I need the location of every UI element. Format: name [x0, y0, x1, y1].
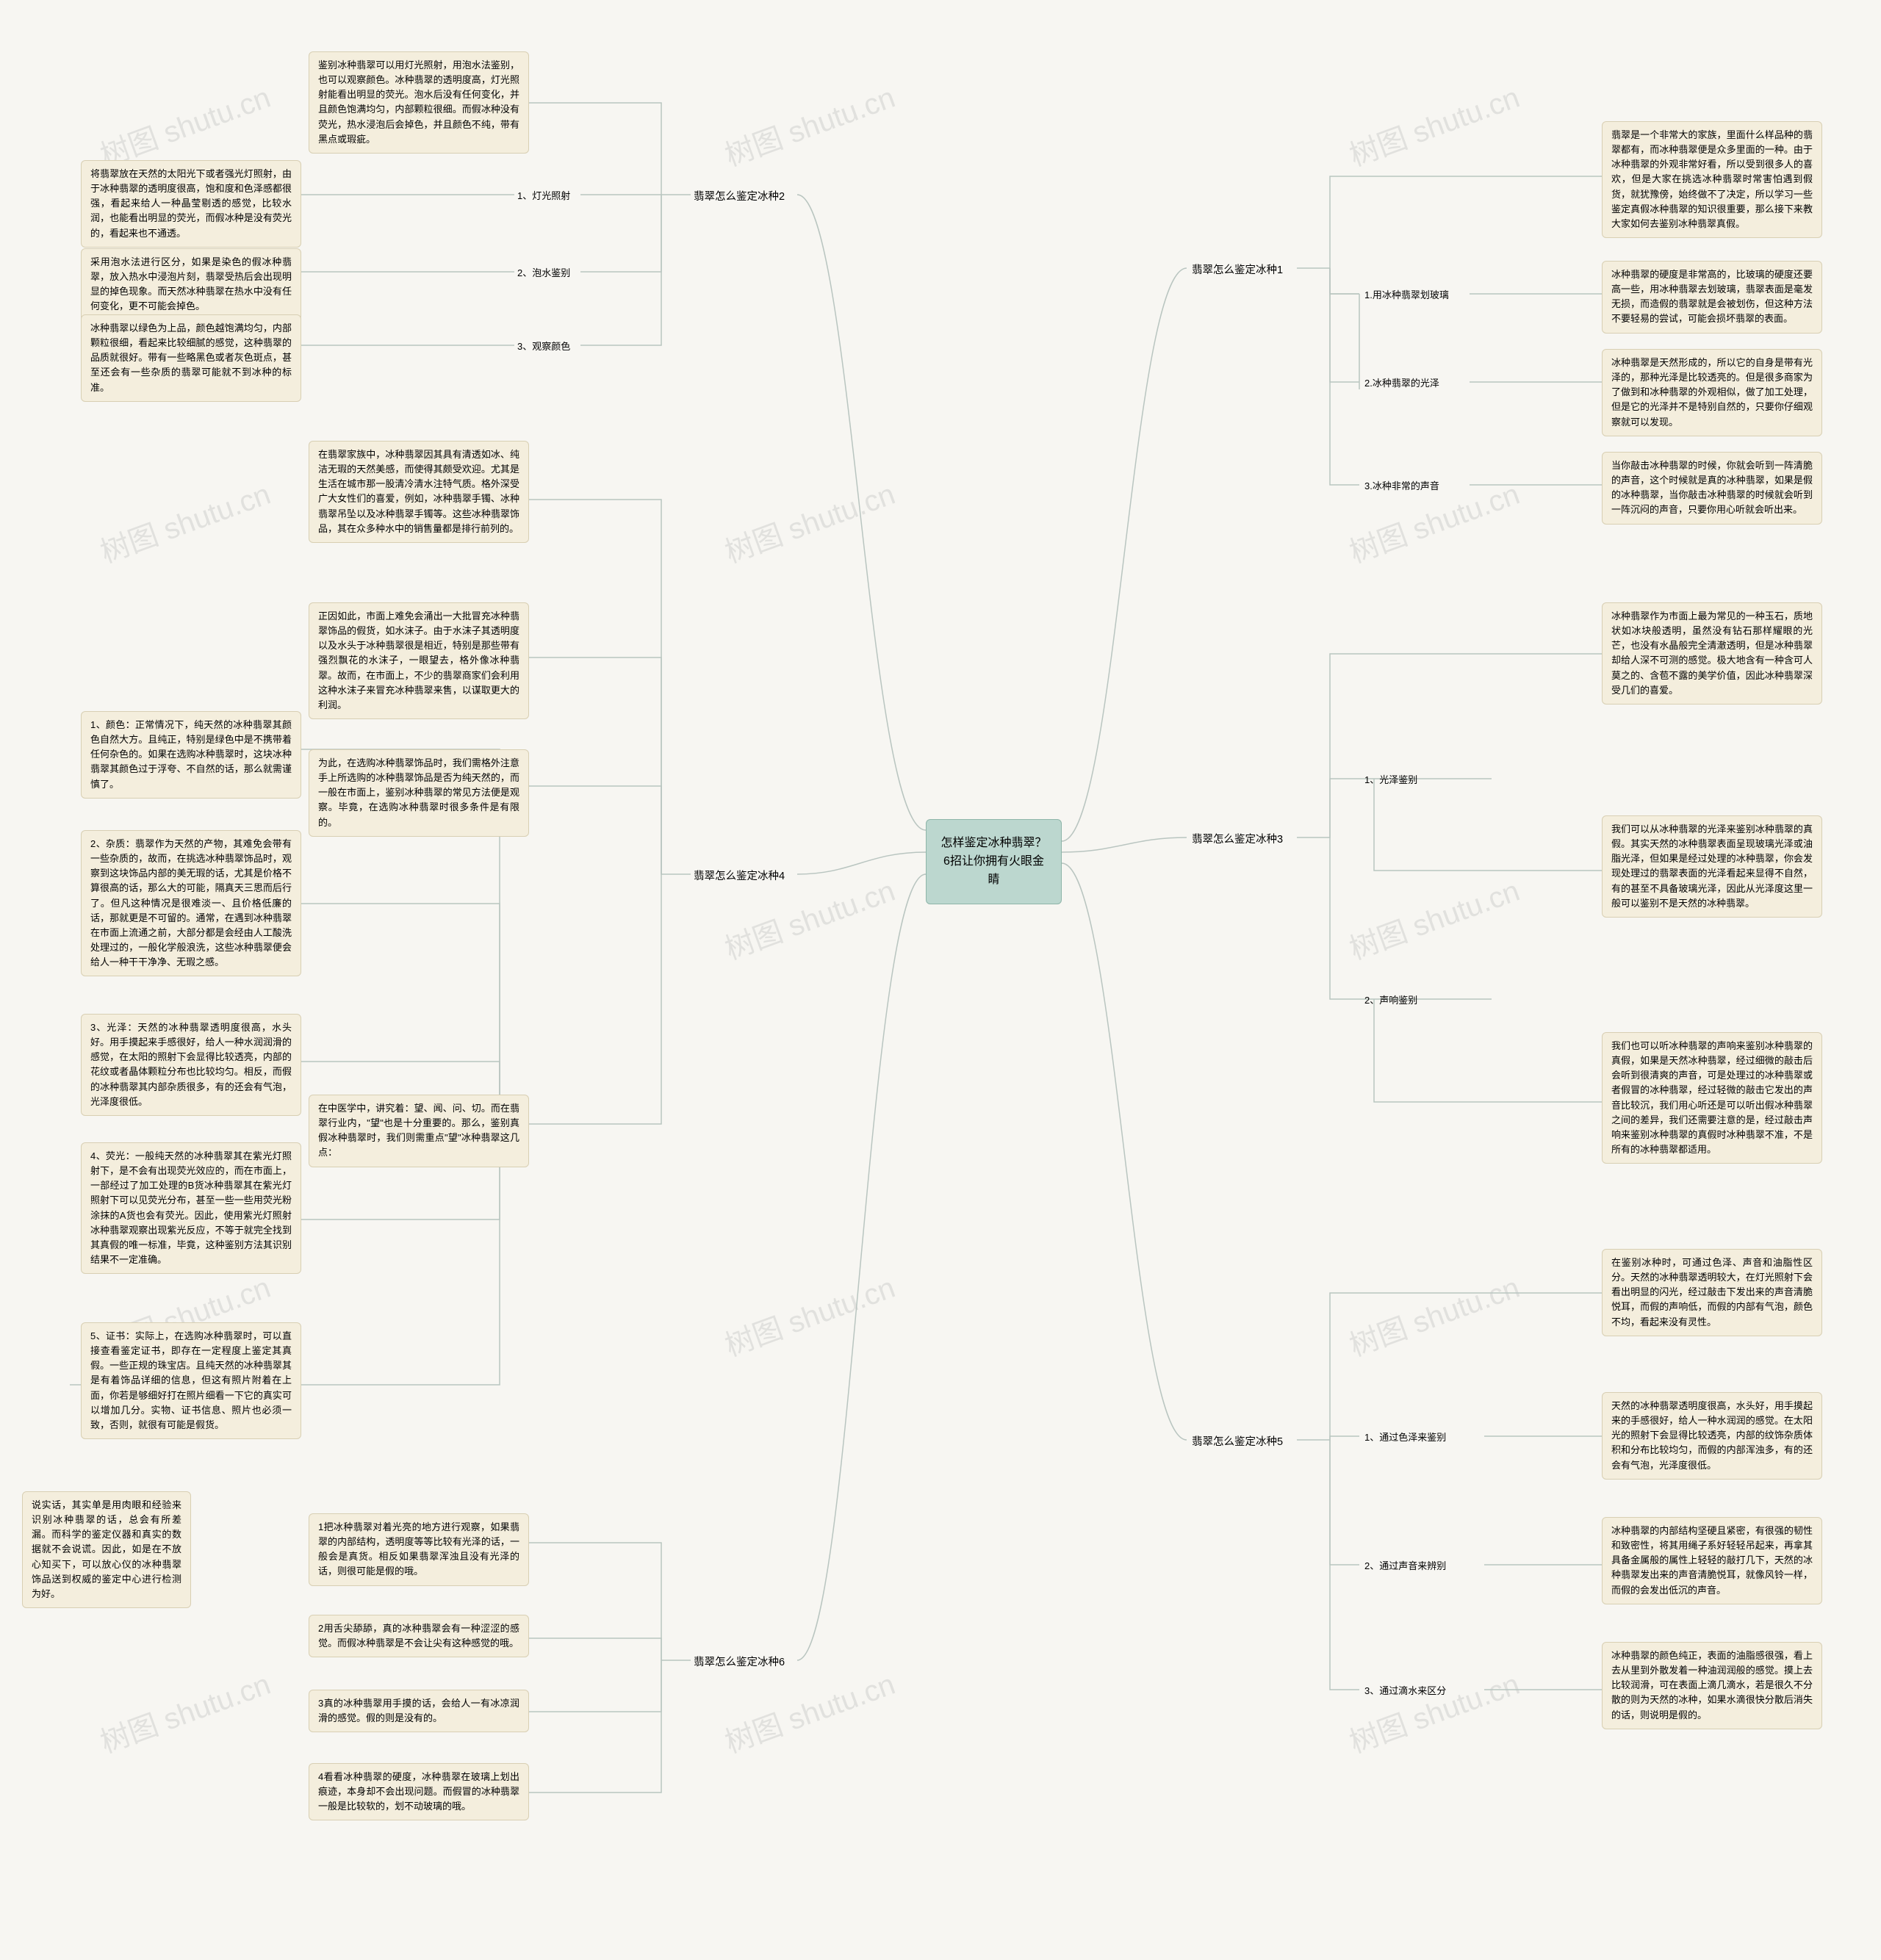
detail-left-6-0: 1把冰种翡翠对着光亮的地方进行观察，如果翡翠的内部结构，透明度等等比较有光泽的话…	[309, 1513, 529, 1586]
detail-left-4-3: 在中医学中，讲究着：望、闻、问、切。而在翡翠行业内，"望"也是十分重要的。那么，…	[309, 1095, 529, 1167]
detail-right-5-0: 在鉴别冰种时，可通过色泽、声音和油脂性区分。天然的冰种翡翠透明较大，在灯光照射下…	[1602, 1249, 1822, 1336]
detail-right-3-sub1: 我们也可以听冰种翡翠的声响来鉴别冰种翡翠的真假，如果是天然冰种翡翠，经过细微的敲…	[1602, 1032, 1822, 1164]
detail-right-1-sub2: 当你敲击冰种翡翠的时候，你就会听到一阵清脆的声音，这个时候就是真的冰种翡翠，如果…	[1602, 452, 1822, 525]
detail-right-3-0: 冰种翡翠作为市面上最为常见的一种玉石，质地状如冰块般透明，虽然没有钻石那样耀眼的…	[1602, 602, 1822, 705]
sub-right-5-1: 2、通过声音来辨别	[1363, 1557, 1447, 1575]
detail-right-3-sub0: 我们可以从冰种翡翠的光泽来鉴别冰种翡翠的真假。其实天然的冰种翡翠表面呈现玻璃光泽…	[1602, 815, 1822, 918]
branch-right-1: 翡翠怎么鉴定冰种1	[1190, 259, 1284, 281]
detail-left-2-sub1: 采用泡水法进行区分，如果是染色的假冰种翡翠，放入热水中浸泡片刻，翡翠受热后会出现…	[81, 248, 301, 321]
detail-left-4-2: 为此，在选购冰种翡翠饰品时，我们需格外注意手上所选购的冰种翡翠饰品是否为纯天然的…	[309, 749, 529, 837]
sub-left-2-0: 1、灯光照射	[516, 187, 572, 205]
branch-right-5: 翡翠怎么鉴定冰种5	[1190, 1431, 1284, 1453]
detail-left-6-3: 4看看冰种翡翠的硬度，冰种翡翠在玻璃上划出痕迹，本身却不会出现问题。而假冒的冰种…	[309, 1763, 529, 1820]
detail-left-4-s2: 3、光泽：天然的冰种翡翠透明度很高，水头好。用手摸起来手感很好，给人一种水润润滑…	[81, 1014, 301, 1116]
detail-left-4-s4: 5、证书：实际上，在选购冰种翡翠时，可以直接查看鉴定证书，即存在一定程度上鉴定其…	[81, 1322, 301, 1439]
branch-left-2: 翡翠怎么鉴定冰种2	[692, 186, 786, 208]
detail-left-2-sub2: 冰种翡翠以绿色为上品，颜色越饱满均匀，内部颗粒很细，看起来比较细腻的感觉，这种翡…	[81, 314, 301, 402]
sub-right-1-1: 2.冰种翡翠的光泽	[1363, 375, 1441, 392]
sub-right-1-2: 3.冰种非常的声音	[1363, 478, 1441, 495]
detail-right-5-sub1: 冰种翡翠的内部结构坚硬且紧密，有很强的韧性和致密性，将其用绳子系好轻轻吊起来，再…	[1602, 1517, 1822, 1604]
sub-right-3-1: 2、声响鉴别	[1363, 992, 1419, 1009]
detail-right-1-0: 翡翠是一个非常大的家族，里面什么样品种的翡翠都有，而冰种翡翠便是众多里面的一种。…	[1602, 121, 1822, 238]
detail-left-2-0: 鉴别冰种翡翠可以用灯光照射，用泡水法鉴别，也可以观察颜色。冰种翡翠的透明度高，灯…	[309, 51, 529, 154]
detail-right-5-sub0: 天然的冰种翡翠透明度很高，水头好，用手摸起来的手感很好，给人一种水润润的感觉。在…	[1602, 1392, 1822, 1480]
detail-left-4-1: 正因如此，市面上难免会涌出一大批冒充冰种翡翠饰品的假货，如水沫子。由于水沫子其透…	[309, 602, 529, 719]
detail-left-4-0: 在翡翠家族中，冰种翡翠因其具有清透如冰、纯洁无瑕的天然美感，而使得其颇受欢迎。尤…	[309, 441, 529, 543]
sub-right-5-0: 1、通过色泽来鉴别	[1363, 1429, 1447, 1446]
detail-left-6-1: 2用舌尖舔舔，真的冰种翡翠会有一种涩涩的感觉。而假冰种翡翠是不会让尖有这种感觉的…	[309, 1615, 529, 1657]
detail-left-4-s3: 4、荧光：一般纯天然的冰种翡翠其在紫光灯照射下，是不会有出现荧光效应的，而在市面…	[81, 1142, 301, 1274]
detail-left-4-s1: 2、杂质：翡翠作为天然的产物，其难免会带有一些杂质的，故而，在挑选冰种翡翠饰品时…	[81, 830, 301, 976]
detail-right-1-sub0: 冰种翡翠的硬度是非常高的，比玻璃的硬度还要高一些，用冰种翡翠去划玻璃，翡翠表面是…	[1602, 261, 1822, 334]
sub-right-1-0: 1.用冰种翡翠划玻璃	[1363, 287, 1450, 304]
detail-left-6-2: 3真的冰种翡翠用手摸的话，会给人一有冰凉润滑的感觉。假的则是没有的。	[309, 1690, 529, 1732]
branch-left-6: 翡翠怎么鉴定冰种6	[692, 1651, 786, 1673]
branch-left-4: 翡翠怎么鉴定冰种4	[692, 865, 786, 887]
sub-left-2-2: 3、观察颜色	[516, 338, 572, 356]
sub-right-5-2: 3、通过滴水来区分	[1363, 1682, 1447, 1700]
detail-right-5-sub2: 冰种翡翠的颜色纯正，表面的油脂感很强，看上去从里到外散发着一种油润润般的感觉。摸…	[1602, 1642, 1822, 1729]
detail-right-1-sub1: 冰种翡翠是天然形成的，所以它的自身是带有光泽的，那种光泽是比较透亮的。但是很多商…	[1602, 349, 1822, 436]
sub-left-2-1: 2、泡水鉴别	[516, 264, 572, 282]
sub-right-3-0: 1、光泽鉴别	[1363, 771, 1419, 789]
detail-left-4-extra: 说实话，其实单是用肉眼和经验来识别冰种翡翠的话，总会有所差漏。而科学的鉴定仪器和…	[22, 1491, 191, 1608]
detail-left-4-s0: 1、颜色：正常情况下，纯天然的冰种翡翠其颜色自然大方。且纯正，特别是绿色中是不携…	[81, 711, 301, 799]
root-node: 怎样鉴定冰种翡翠？6招让你拥有火眼金睛	[926, 819, 1062, 904]
detail-left-2-sub0: 将翡翠放在天然的太阳光下或者强光灯照射，由于冰种翡翠的透明度很高，饱和度和色泽感…	[81, 160, 301, 248]
branch-right-3: 翡翠怎么鉴定冰种3	[1190, 829, 1284, 851]
